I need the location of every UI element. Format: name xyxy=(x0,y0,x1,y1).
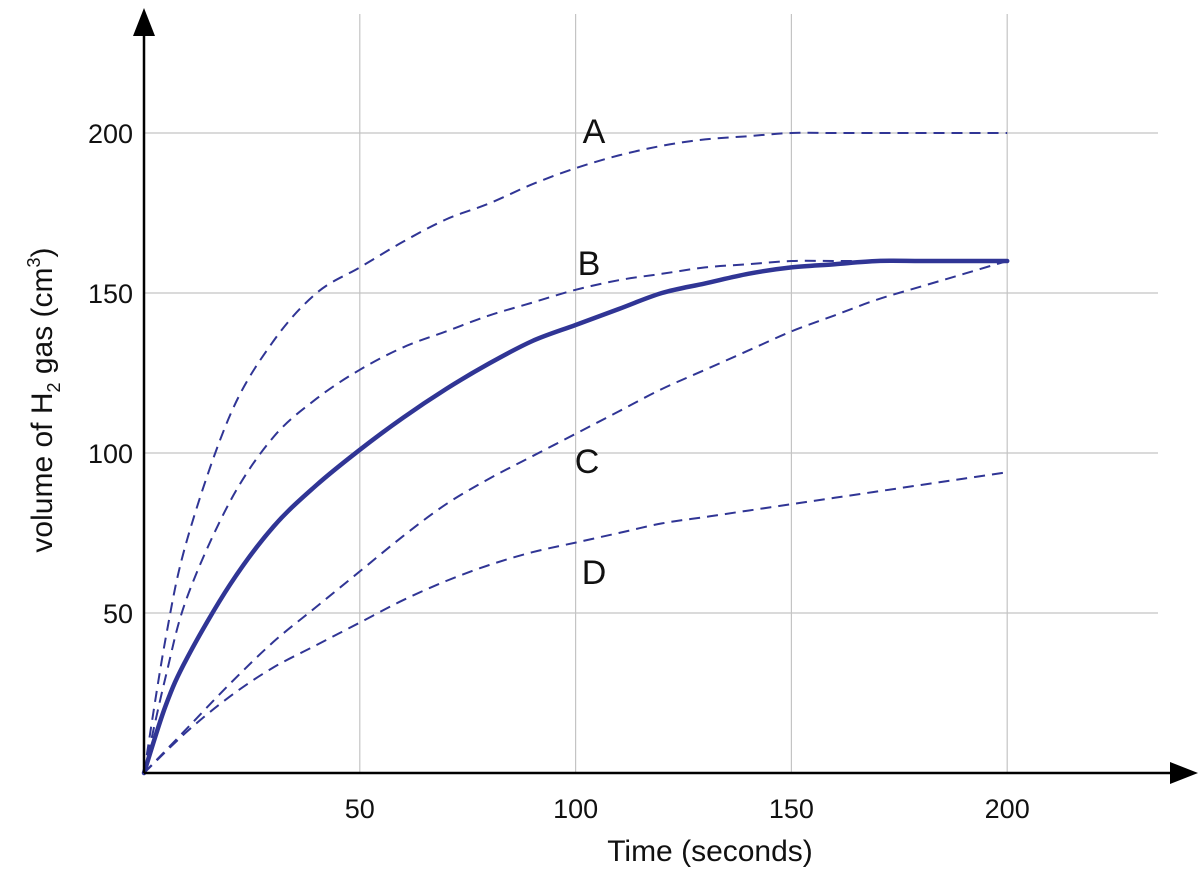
data-curves xyxy=(141,131,1010,776)
y-axis-arrowhead xyxy=(133,8,155,36)
y-axis-title-main: volume of H xyxy=(26,392,59,552)
x-axis-title: Time (seconds) xyxy=(607,835,813,868)
y-axis-title-end: ) xyxy=(26,247,59,257)
curve-a xyxy=(143,131,1008,774)
x-tick-label-200: 200 xyxy=(985,794,1030,824)
curve-label-b: B xyxy=(578,245,601,283)
x-tick-label-50: 50 xyxy=(345,794,375,824)
x-tick-label-150: 150 xyxy=(769,794,814,824)
axes xyxy=(133,8,1198,784)
y-axis-title-subscript: 2 xyxy=(44,382,64,392)
curve-d xyxy=(143,471,1008,774)
y-tick-label-200: 200 xyxy=(88,119,133,149)
curve-label-a: A xyxy=(583,113,606,151)
y-axis-title-superscript: 3 xyxy=(24,257,44,267)
y-tick-label-150: 150 xyxy=(88,279,133,309)
x-tick-label-100: 100 xyxy=(553,794,598,824)
grid xyxy=(144,14,1158,773)
curve-label-d: D xyxy=(582,554,607,592)
curve-b xyxy=(143,259,878,774)
y-axis-title: volume of H2 gas (cm3) xyxy=(24,247,64,552)
curve-reference xyxy=(141,258,1010,776)
curve-c xyxy=(143,260,1008,774)
y-axis-title-middle: gas (cm xyxy=(26,267,59,382)
y-tick-label-100: 100 xyxy=(88,439,133,469)
tick-labels: 50 100 150 200 50 100 150 200 xyxy=(88,119,1030,824)
curve-label-c: C xyxy=(575,443,600,481)
y-tick-label-50: 50 xyxy=(103,599,133,629)
series-labels: A B C D xyxy=(575,113,607,592)
x-axis-arrowhead xyxy=(1170,762,1198,784)
